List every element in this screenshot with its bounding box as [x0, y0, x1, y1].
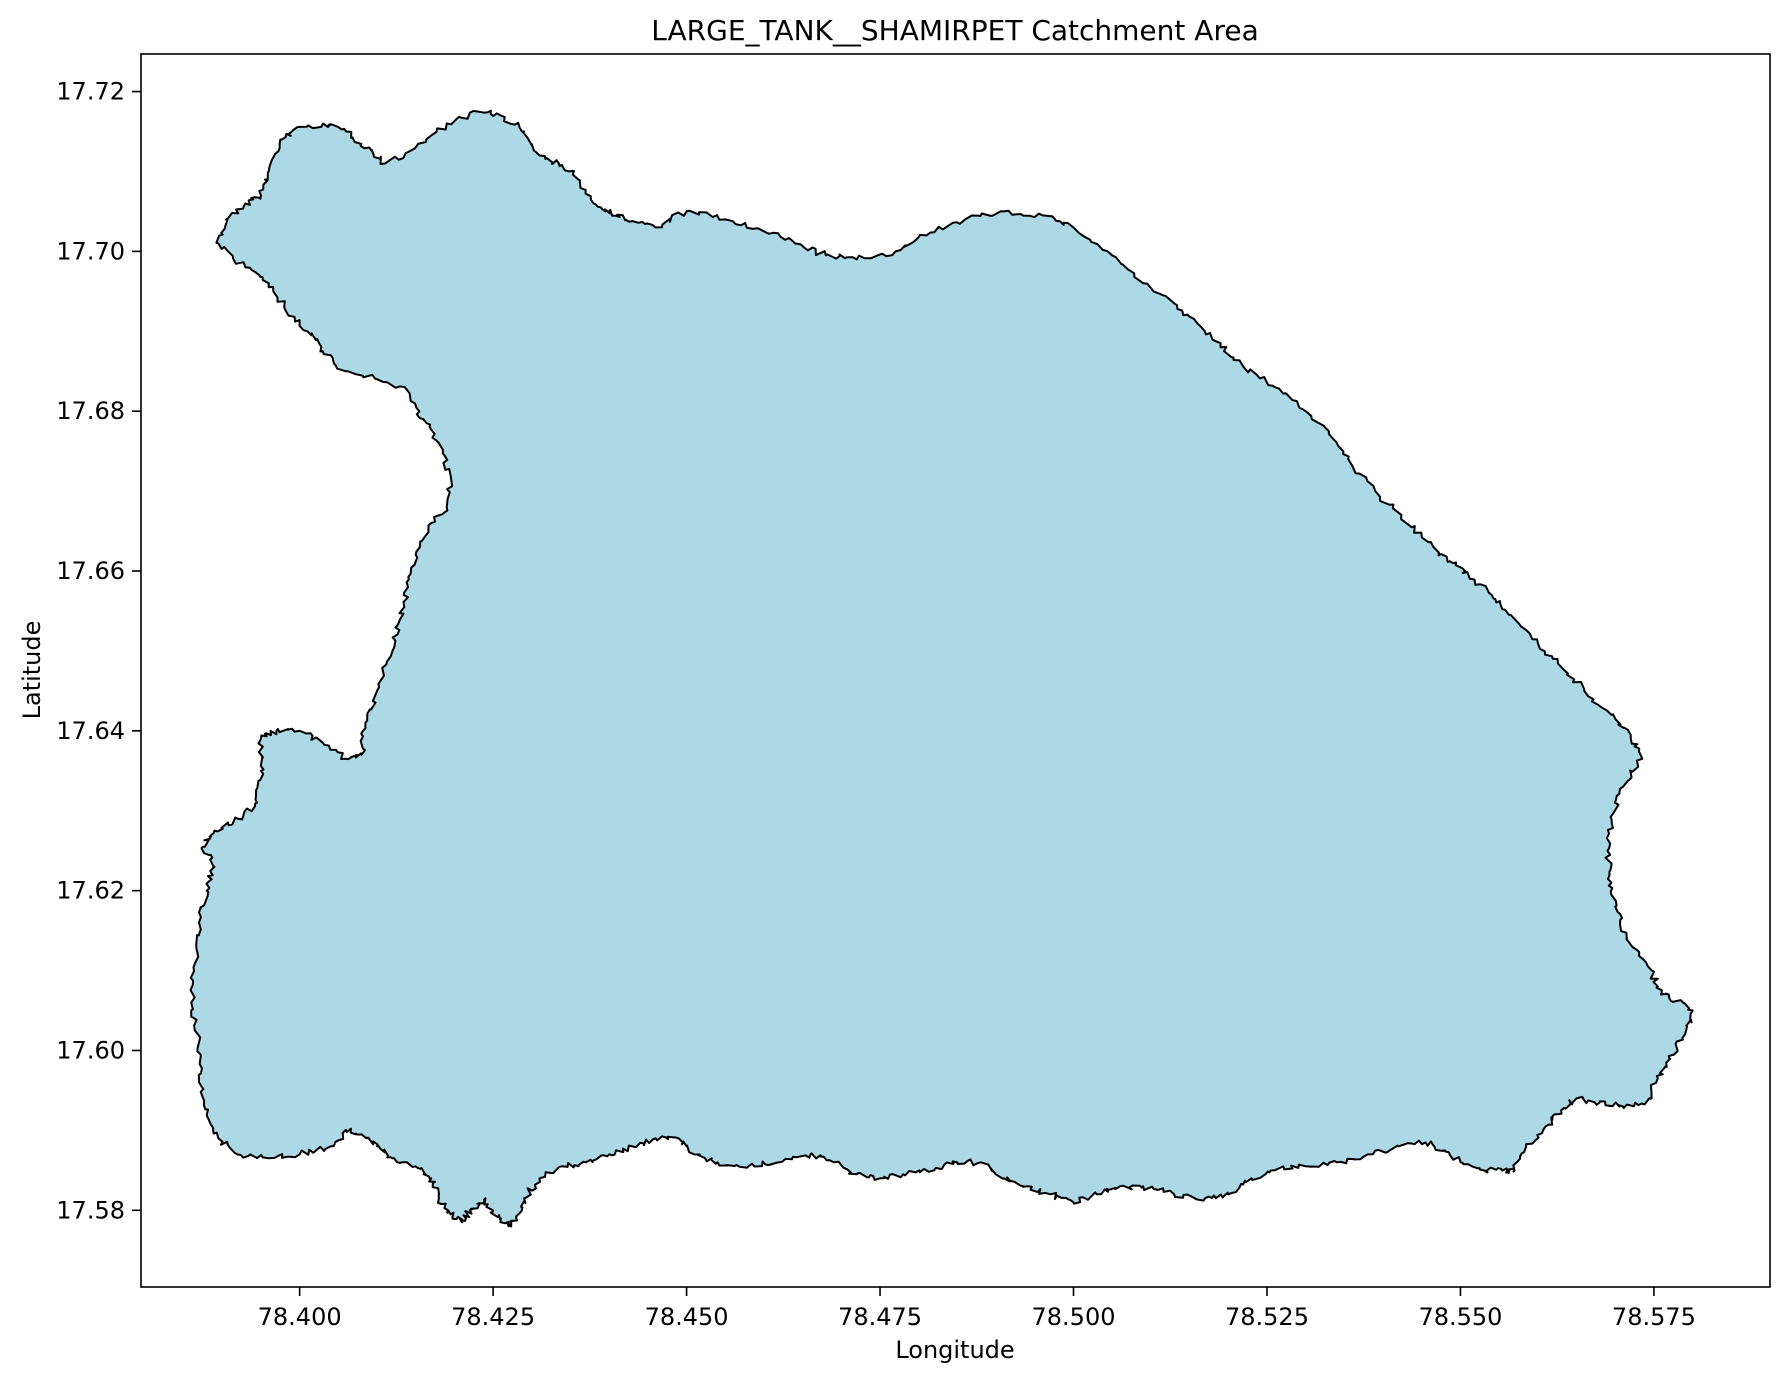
y-tick-label: 17.58: [56, 1196, 125, 1224]
y-tick-label: 17.66: [56, 557, 125, 585]
axes-frame: [140, 53, 1771, 1288]
map-layer: [189, 109, 1694, 1228]
x-tick-label: 78.475: [838, 1303, 922, 1331]
catchment-polygon: [189, 109, 1694, 1228]
x-axis-label: Longitude: [895, 1336, 1014, 1364]
x-tick-label: 78.525: [1225, 1303, 1309, 1331]
y-tick-label: 17.72: [56, 78, 125, 106]
x-tick-label: 78.500: [1032, 1303, 1116, 1331]
y-tick-label: 17.60: [56, 1036, 125, 1064]
y-tick-label: 17.70: [56, 237, 125, 265]
x-tick-label: 78.425: [451, 1303, 535, 1331]
chart-title: LARGE_TANK__SHAMIRPET Catchment Area: [651, 14, 1258, 47]
y-axis-label: Latitude: [18, 621, 46, 720]
x-tick-label: 78.575: [1612, 1303, 1696, 1331]
y-tick-label: 17.62: [56, 877, 125, 905]
x-tick-label: 78.450: [645, 1303, 729, 1331]
x-tick-label: 78.550: [1418, 1303, 1502, 1331]
x-tick-label: 78.400: [258, 1303, 342, 1331]
x-axis: 78.400 78.425 78.450 78.475 78.500 78.525 78.5…: [258, 1287, 1696, 1331]
y-tick-label: 17.68: [56, 397, 125, 425]
y-axis: 17.58 17.60 17.62 17.64 17.66 17.68 17.70 17.72: [56, 78, 141, 1224]
y-tick-label: 17.64: [56, 717, 125, 745]
